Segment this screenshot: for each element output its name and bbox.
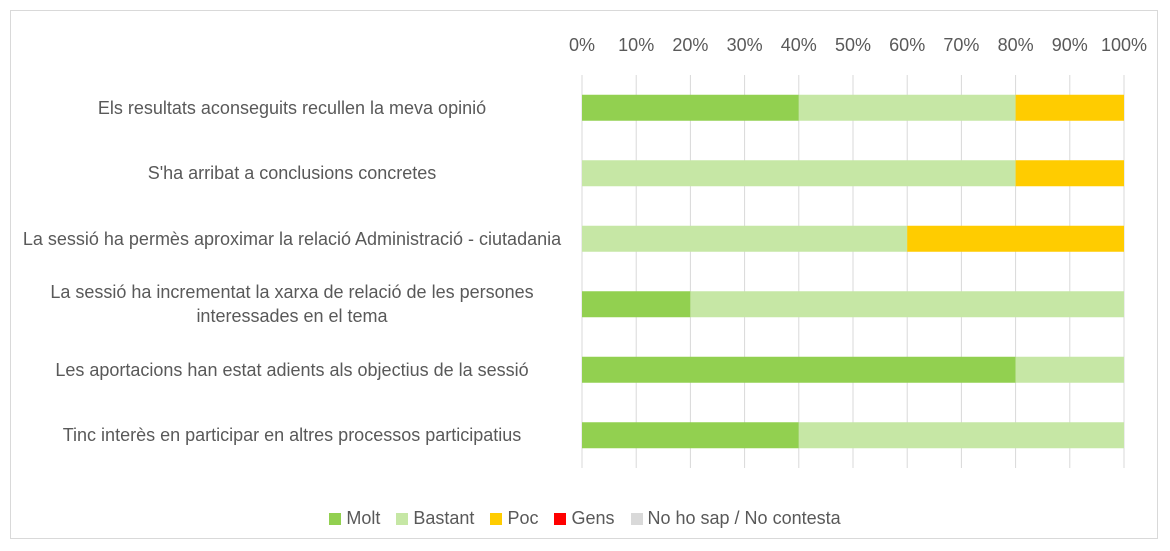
bar-segment [1015, 160, 1124, 187]
legend-label: No ho sap / No contesta [647, 508, 841, 528]
x-tick-label: 90% [1052, 35, 1088, 55]
bar-segment [907, 225, 1124, 252]
x-tick-label: 0% [569, 35, 595, 55]
legend: Molt Bastant Poc Gens No ho sap / No contest… [0, 508, 1170, 529]
x-tick-label: 80% [998, 35, 1034, 55]
legend-swatch [329, 512, 342, 525]
legend-item: Poc [490, 508, 538, 529]
legend-item: No ho sap / No contesta [630, 508, 841, 529]
bar-segment [582, 94, 799, 121]
bar-segment [582, 291, 691, 318]
legend-item: Gens [554, 508, 615, 529]
x-tick-label: 50% [835, 35, 871, 55]
legend-swatch [490, 512, 503, 525]
y-tick-label: Tinc interès en participar en altres pro… [62, 425, 522, 446]
legend-label: Bastant [413, 508, 475, 528]
legend-item: Bastant [396, 508, 474, 529]
legend-label: Poc [507, 508, 539, 528]
x-tick-label: 70% [943, 35, 979, 55]
bar-segment [582, 422, 799, 449]
legend-label: Molt [346, 508, 381, 528]
x-tick-label: 60% [889, 35, 925, 55]
x-tick-label: 100% [1101, 35, 1147, 55]
bar-segment [690, 291, 1124, 318]
legend-swatch [396, 512, 409, 525]
x-tick-label: 30% [727, 35, 763, 55]
bar-segment [1015, 356, 1124, 383]
y-tick-label: La sessió ha incrementat la xarxa de rel… [50, 282, 534, 327]
bar-segment [582, 225, 908, 252]
legend-swatch [630, 512, 643, 525]
x-tick-label: 20% [672, 35, 708, 55]
legend-swatch [554, 512, 567, 525]
bar-segment [1015, 94, 1124, 121]
y-tick-label: S'ha arribat a conclusions concretes [147, 163, 437, 184]
y-tick-label: Les aportacions han estat adients als ob… [55, 359, 529, 380]
x-tick-label: 40% [781, 35, 817, 55]
legend-label: Gens [571, 508, 615, 528]
y-tick-label: La sessió ha permès aproximar la relació… [22, 228, 562, 249]
legend-item: Molt [329, 508, 380, 529]
bar-segment [798, 94, 1016, 121]
y-tick-label: Els resultats aconseguits recullen la me… [97, 97, 487, 118]
bar-segment [582, 356, 1016, 383]
chart-frame [10, 10, 1158, 539]
bar-segment [798, 422, 1124, 449]
bar-segment [582, 160, 1016, 187]
x-tick-label: 10% [618, 35, 654, 55]
